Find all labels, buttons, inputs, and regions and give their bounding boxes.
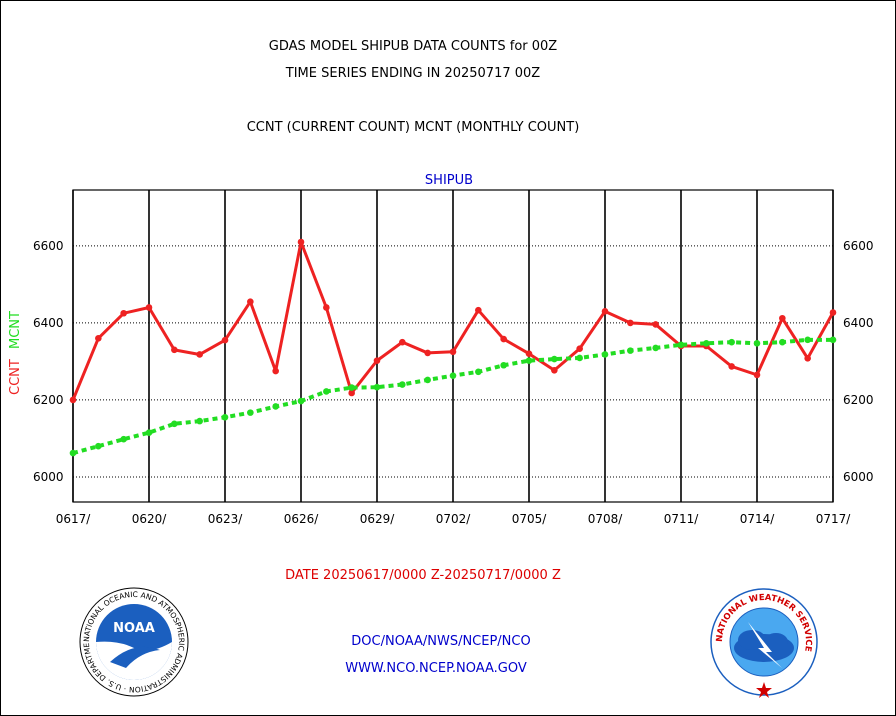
data-point-mcnt <box>677 341 685 349</box>
data-point-mcnt <box>475 368 482 376</box>
data-point-ccnt <box>221 336 229 344</box>
data-point-mcnt <box>424 376 431 384</box>
data-point-ccnt <box>297 238 305 246</box>
x-tick-label: 0629/ <box>360 512 396 526</box>
data-point-mcnt <box>95 442 102 450</box>
data-point-ccnt <box>247 298 254 306</box>
data-point-mcnt <box>525 357 533 364</box>
title-line-2: TIME SERIES ENDING IN 20250717 00Z <box>285 66 541 81</box>
data-point-mcnt <box>69 449 77 457</box>
data-point-mcnt <box>221 413 229 421</box>
data-point-mcnt <box>728 338 735 346</box>
data-point-ccnt <box>171 346 178 354</box>
data-point-ccnt <box>95 334 102 342</box>
y-axis-label-ccnt: CCNT <box>8 359 23 395</box>
y-tick-label-left: 6000 <box>33 470 64 484</box>
data-point-ccnt <box>373 357 381 364</box>
noaa-logo-text: NOAA <box>113 621 155 636</box>
data-point-ccnt <box>399 338 406 346</box>
data-point-mcnt <box>272 403 279 410</box>
nws-logo: NATIONAL WEATHER SERVICE <box>710 588 818 698</box>
data-point-ccnt <box>475 306 482 314</box>
data-point-ccnt <box>69 396 77 404</box>
data-point-ccnt <box>449 348 457 356</box>
data-point-mcnt <box>120 435 127 443</box>
plot-border <box>72 189 834 503</box>
data-point-mcnt <box>652 344 659 352</box>
data-point-ccnt <box>753 371 761 379</box>
data-point-mcnt <box>804 336 811 344</box>
data-point-ccnt <box>525 350 533 358</box>
data-point-ccnt <box>576 345 583 352</box>
data-point-mcnt <box>171 420 178 428</box>
data-point-mcnt <box>449 372 457 379</box>
y-tick-label-left: 6600 <box>33 239 64 253</box>
data-point-mcnt <box>297 397 305 405</box>
y-axis-label: CCNT MCNT <box>8 311 23 395</box>
chart-title: SHIPUB <box>425 173 473 188</box>
x-tick-label: 0623/ <box>208 512 244 526</box>
data-point-mcnt <box>601 351 609 358</box>
data-point-mcnt <box>779 338 786 346</box>
plot-area: 6000 6000 6200 6200 6400 6400 6600 6600 0617/062… <box>33 189 874 526</box>
org-path-label: DOC/NOAA/NWS/NCEP/NCO <box>351 634 530 649</box>
y-tick-label-right: 6600 <box>843 239 874 253</box>
data-point-mcnt <box>247 409 254 416</box>
data-point-ccnt <box>779 314 786 322</box>
data-point-mcnt <box>145 429 153 436</box>
y-tick-label-left: 6200 <box>33 393 64 407</box>
x-tick-label: 0626/ <box>284 512 320 526</box>
x-tick-label: 0708/ <box>588 512 624 526</box>
y-tick-label-right: 6400 <box>843 316 874 330</box>
data-point-ccnt <box>652 321 659 328</box>
date-range-label: DATE 20250617/0000 Z-20250717/0000 Z <box>285 568 561 583</box>
website-label: WWW.NCO.NCEP.NOAA.GOV <box>345 661 527 676</box>
x-tick-label: 0714/ <box>740 512 776 526</box>
data-point-ccnt <box>500 335 507 343</box>
data-point-ccnt <box>348 389 355 397</box>
data-point-ccnt <box>196 351 203 358</box>
x-tick-label: 0705/ <box>512 512 548 526</box>
data-point-mcnt <box>753 340 761 347</box>
data-point-mcnt <box>551 355 558 363</box>
x-tick-label: 0617/ <box>56 512 92 526</box>
x-tick-label: 0702/ <box>436 512 472 526</box>
y-tick-label-left: 6400 <box>33 316 64 330</box>
data-point-ccnt <box>424 349 431 357</box>
data-point-ccnt <box>601 308 609 315</box>
data-point-mcnt <box>829 336 837 344</box>
data-point-ccnt <box>728 363 735 370</box>
data-point-ccnt <box>804 355 811 362</box>
data-point-ccnt <box>829 309 837 316</box>
x-tick-label: 0620/ <box>132 512 168 526</box>
data-point-mcnt <box>323 388 330 395</box>
y-axis-label-mcnt: MCNT <box>8 311 23 349</box>
data-point-mcnt <box>703 340 710 347</box>
noaa-ring-text: NATIONAL OCEANIC AND ATMOSPHERIC ADMINIS… <box>0 0 186 694</box>
data-point-mcnt <box>500 361 507 369</box>
subtitle: CCNT (CURRENT COUNT) MCNT (MONTHLY COUNT… <box>247 120 580 135</box>
data-point-ccnt <box>145 304 153 311</box>
data-point-ccnt <box>627 319 634 327</box>
x-tick-label: 0717/ <box>816 512 852 526</box>
data-point-ccnt <box>323 304 330 311</box>
data-point-mcnt <box>196 417 203 425</box>
data-point-mcnt <box>373 383 381 391</box>
y-tick-label-right: 6200 <box>843 393 874 407</box>
x-tick-label: 0711/ <box>664 512 700 526</box>
y-tick-label-right: 6000 <box>843 470 874 484</box>
data-point-ccnt <box>120 309 127 317</box>
data-point-ccnt <box>272 367 279 375</box>
data-point-ccnt <box>551 366 558 374</box>
data-point-mcnt <box>399 381 406 388</box>
title-line-1: GDAS MODEL SHIPUB DATA COUNTS for 00Z <box>269 39 557 54</box>
data-point-mcnt <box>627 347 634 354</box>
data-point-mcnt <box>348 384 355 391</box>
data-point-mcnt <box>576 354 583 362</box>
